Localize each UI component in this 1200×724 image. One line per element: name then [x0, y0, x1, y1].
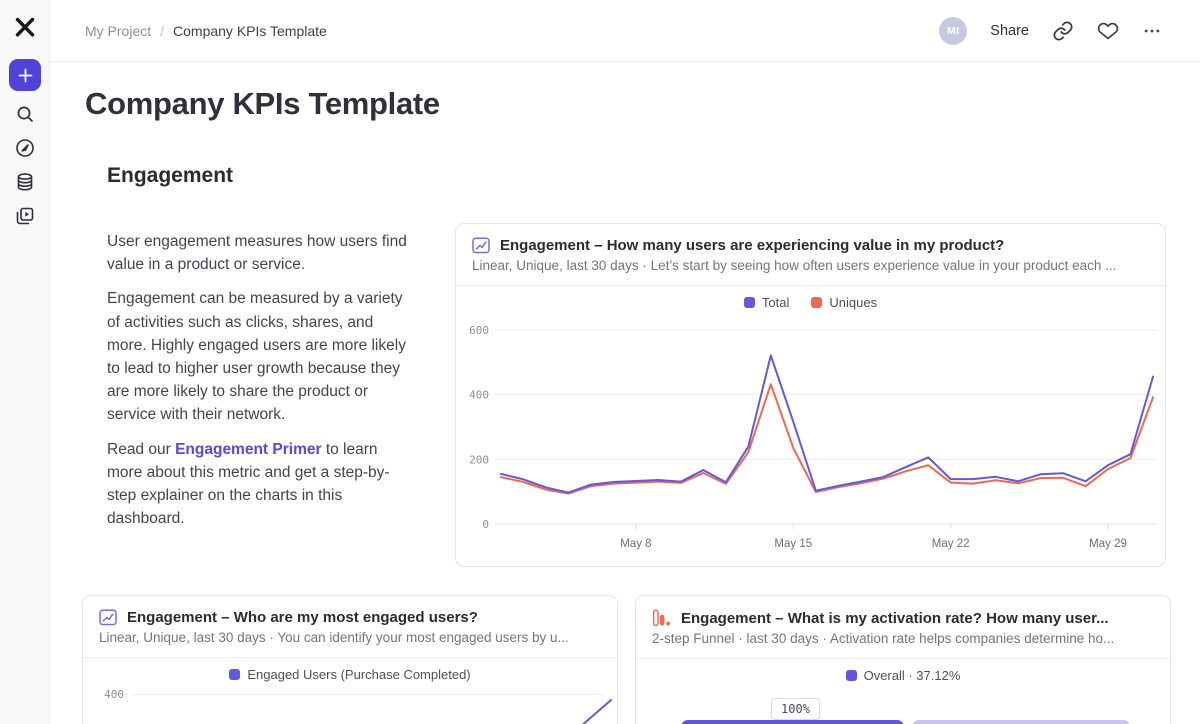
- sidebar: [0, 0, 50, 724]
- breadcrumb-project[interactable]: My Project: [85, 22, 152, 39]
- card-header: Engagement – What is my activation rate?…: [636, 596, 1170, 659]
- legend-swatch: [229, 669, 241, 680]
- series-line-uniques: [500, 383, 1154, 495]
- legend-item-engaged-users[interactable]: Engaged Users (Purchase Completed): [229, 667, 471, 682]
- legend-label: Total: [761, 295, 790, 310]
- series-line: [581, 699, 612, 724]
- card-header: Engagement – Who are my most engaged use…: [83, 596, 617, 658]
- read-more-prefix: Read our: [107, 440, 176, 458]
- card-subtitle: Linear, Unique, last 30 days · Let’s sta…: [472, 258, 1117, 273]
- card-header: Engagement – How many users are experien…: [456, 224, 1165, 286]
- topbar-actions: MI Share: [939, 16, 1162, 45]
- x-axis-label: May 8: [620, 538, 651, 550]
- main-chart-svg[interactable]: 0 200 400 600 May 8 May 15 May 22 May 29: [461, 312, 1161, 558]
- x-axis-label: May 29: [1089, 538, 1127, 550]
- search-icon[interactable]: [13, 102, 37, 126]
- card-subtitle: Linear, Unique, last 30 days · You can i…: [99, 630, 569, 645]
- card-title[interactable]: Engagement – Who are my most engaged use…: [127, 609, 478, 626]
- legend-label: Overall · 37.12%: [863, 668, 961, 683]
- card-activation-rate[interactable]: Engagement – What is my activation rate?…: [635, 595, 1171, 724]
- share-button[interactable]: Share: [990, 22, 1029, 39]
- funnel-value-tooltip: 100%: [771, 698, 820, 720]
- chart-legend: Overall · 37.12%: [636, 668, 1170, 683]
- mixpanel-logo-icon[interactable]: [13, 15, 37, 39]
- chart-legend: Engaged Users (Purchase Completed): [83, 667, 617, 682]
- section-heading: Engagement: [107, 164, 234, 187]
- breadcrumb-page: Company KPIs Template: [173, 22, 327, 39]
- card-engaged-users[interactable]: Engagement – Who are my most engaged use…: [82, 595, 618, 724]
- favorite-button[interactable]: [1097, 20, 1119, 42]
- paragraph: Read our Engagement Primer to learn more…: [107, 438, 417, 531]
- legend-item-overall[interactable]: Overall · 37.12%: [845, 668, 961, 683]
- legend-swatch: [743, 297, 755, 308]
- funnel-chart-icon: [652, 609, 670, 627]
- database-icon[interactable]: [13, 170, 37, 194]
- x-axis-label: May 15: [774, 538, 812, 550]
- y-axis-label: 400: [469, 389, 489, 402]
- y-axis-label: 400: [104, 688, 124, 701]
- y-axis-label: 0: [482, 518, 489, 531]
- link-icon: [1053, 20, 1073, 41]
- heart-icon: [1097, 22, 1119, 39]
- funnel-bar-step1[interactable]: [681, 720, 904, 724]
- x-axis-label: May 22: [932, 538, 970, 550]
- read-more-suffix: to learn more about this metric and get …: [107, 440, 390, 528]
- card-title[interactable]: Engagement – How many users are experien…: [500, 237, 1005, 254]
- legend-item-total[interactable]: Total: [743, 295, 790, 310]
- page-title: Company KPIs Template: [85, 86, 440, 121]
- insights-chart-icon: [472, 237, 490, 254]
- plus-icon: [18, 68, 32, 82]
- funnel-bar-step2[interactable]: [912, 720, 1130, 724]
- paragraph: User engagement measures how users find …: [107, 233, 407, 274]
- y-axis-label: 200: [469, 453, 489, 466]
- paragraph: Engagement can be measured by a variety …: [107, 290, 406, 424]
- card-title[interactable]: Engagement – What is my activation rate?…: [681, 609, 1109, 627]
- boards-icon[interactable]: [13, 204, 37, 228]
- mini-chart-svg[interactable]: [557, 696, 617, 724]
- legend-swatch: [845, 670, 857, 681]
- ellipsis-icon: [1144, 29, 1160, 32]
- compass-icon[interactable]: [13, 136, 37, 160]
- grid-line: [133, 694, 603, 695]
- series-line-total: [500, 354, 1154, 494]
- legend-label: Uniques: [829, 295, 878, 310]
- more-options-button[interactable]: [1142, 21, 1162, 41]
- engagement-primer-link[interactable]: Engagement Primer: [175, 440, 322, 458]
- legend-swatch: [811, 297, 823, 308]
- card-subtitle: 2-step Funnel · last 30 days · Activatio…: [652, 631, 1115, 646]
- legend-item-uniques[interactable]: Uniques: [811, 295, 877, 310]
- y-axis-row: 400: [83, 688, 617, 701]
- section-text: User engagement measures how users find …: [107, 230, 417, 541]
- card-value-experience[interactable]: Engagement – How many users are experien…: [455, 223, 1166, 567]
- chart-legend: Total Uniques: [456, 295, 1165, 310]
- insights-chart-icon: [99, 609, 117, 626]
- legend-label: Engaged Users (Purchase Completed): [247, 667, 471, 682]
- breadcrumb: My Project / Company KPIs Template: [85, 23, 327, 39]
- copy-link-button[interactable]: [1052, 20, 1074, 42]
- topbar: My Project / Company KPIs Template MI Sh…: [50, 0, 1200, 62]
- breadcrumb-separator: /: [160, 22, 165, 39]
- create-new-button[interactable]: [9, 59, 41, 91]
- avatar[interactable]: MI: [939, 16, 968, 45]
- y-axis-label: 600: [469, 324, 489, 337]
